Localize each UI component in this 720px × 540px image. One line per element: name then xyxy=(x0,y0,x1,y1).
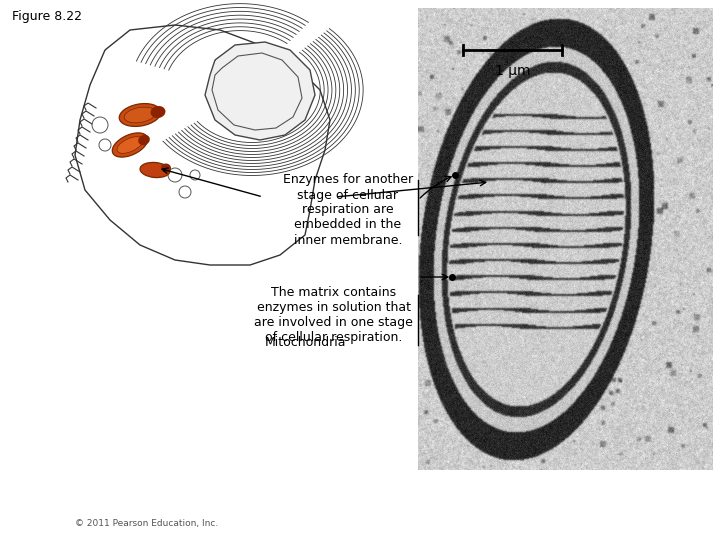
Ellipse shape xyxy=(112,133,148,157)
Ellipse shape xyxy=(161,164,171,172)
Ellipse shape xyxy=(124,107,156,123)
Ellipse shape xyxy=(138,135,150,145)
Ellipse shape xyxy=(140,163,170,178)
Text: Figure 8.22: Figure 8.22 xyxy=(12,10,82,23)
Text: Mitochondria: Mitochondria xyxy=(265,336,346,349)
Text: 1 μm: 1 μm xyxy=(495,64,530,78)
Text: Enzymes for another
stage of cellular
respiration are
embedded in the
inner memb: Enzymes for another stage of cellular re… xyxy=(283,173,413,246)
Text: The matrix contains
enzymes in solution that
are involved in one stage
of cellul: The matrix contains enzymes in solution … xyxy=(254,286,413,344)
Text: © 2011 Pearson Education, Inc.: © 2011 Pearson Education, Inc. xyxy=(75,519,218,528)
Ellipse shape xyxy=(120,104,161,126)
Ellipse shape xyxy=(150,106,166,118)
PathPatch shape xyxy=(205,42,315,140)
Ellipse shape xyxy=(117,137,143,153)
